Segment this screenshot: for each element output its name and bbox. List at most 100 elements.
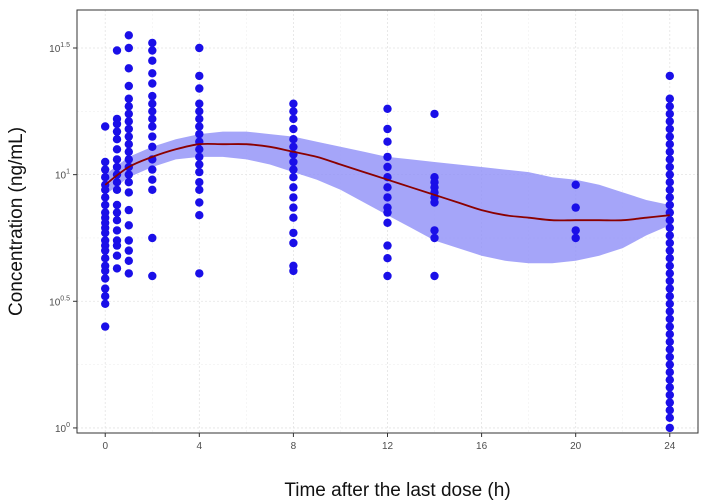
data-point: [101, 292, 110, 301]
mean-line: [104, 142, 670, 222]
data-point: [124, 188, 133, 197]
data-point: [571, 180, 580, 189]
data-point: [665, 231, 674, 240]
data-point: [148, 142, 157, 151]
data-point: [665, 238, 674, 248]
data-point: [430, 198, 439, 207]
data-point: [383, 218, 392, 227]
data-point: [112, 200, 122, 210]
data-point: [383, 183, 392, 192]
y-tick-label: 100.5: [49, 295, 70, 308]
data-point: [101, 185, 110, 194]
data-point: [665, 71, 674, 81]
data-point: [148, 99, 157, 108]
data-point: [665, 299, 674, 308]
data-point: [148, 233, 157, 243]
data-point: [383, 241, 392, 250]
data-point: [665, 345, 674, 354]
data-point: [195, 107, 204, 116]
y-tick-label: 101.5: [49, 42, 70, 55]
data-point: [289, 142, 298, 151]
data-point: [383, 254, 392, 263]
data-point: [665, 284, 674, 293]
data-point: [665, 117, 674, 126]
data-point: [195, 43, 204, 53]
data-point: [124, 102, 133, 111]
data-point: [101, 274, 110, 283]
data-point: [665, 102, 674, 111]
data-point: [383, 137, 392, 146]
data-point: [112, 226, 122, 235]
data-point: [383, 104, 392, 114]
data-point: [665, 124, 674, 134]
data-point: [195, 145, 204, 154]
data-point: [101, 246, 110, 255]
data-point: [124, 109, 133, 119]
data-point: [124, 43, 133, 53]
data-point: [148, 132, 157, 141]
data-point: [289, 114, 298, 124]
data-point: [665, 337, 674, 346]
data-point: [289, 165, 298, 174]
data-point: [148, 122, 157, 131]
data-point: [148, 114, 157, 124]
data-point: [101, 165, 110, 174]
x-tick-label: 8: [291, 441, 297, 452]
data-point: [101, 157, 110, 167]
y-tick-label: 101: [55, 169, 70, 182]
data-point: [665, 162, 674, 172]
data-point: [383, 152, 392, 162]
data-point: [101, 284, 110, 293]
data-point: [289, 99, 298, 108]
data-point: [101, 200, 110, 210]
data-point: [195, 114, 204, 124]
data-point: [665, 368, 674, 377]
y-tick-label: 100: [55, 422, 70, 435]
data-point: [148, 91, 157, 101]
data-point: [289, 135, 298, 144]
data-point: [195, 99, 204, 108]
x-tick-label: 24: [664, 441, 676, 452]
data-point: [665, 360, 674, 369]
data-point: [665, 276, 674, 286]
data-point: [195, 129, 204, 139]
data-point: [383, 271, 392, 281]
data-point: [430, 226, 439, 235]
data-point: [124, 246, 133, 255]
data-point: [665, 413, 674, 422]
data-point: [195, 178, 204, 187]
data-point: [112, 46, 122, 55]
data-point: [112, 178, 122, 187]
data-point: [124, 256, 133, 265]
data-point: [124, 178, 133, 187]
data-point: [383, 124, 392, 134]
data-point: [148, 69, 157, 78]
data-point: [665, 269, 674, 278]
mean-line-layer: [104, 142, 670, 222]
data-point: [101, 299, 110, 308]
data-point: [289, 238, 298, 248]
data-point: [665, 423, 674, 433]
data-point: [195, 152, 204, 162]
data-point: [101, 254, 110, 263]
data-point: [289, 193, 298, 202]
data-point: [124, 205, 133, 215]
data-point: [195, 167, 204, 177]
data-point: [383, 208, 392, 217]
data-point: [112, 135, 122, 144]
x-tick-label: 0: [102, 441, 108, 452]
data-point: [195, 160, 204, 169]
data-point: [665, 254, 674, 263]
data-point: [148, 185, 157, 194]
data-point: [665, 314, 674, 324]
data-point: [195, 211, 204, 220]
data-point: [101, 228, 110, 238]
data-point: [124, 140, 133, 149]
data-point: [148, 271, 157, 281]
data-point: [571, 233, 580, 243]
data-point: [665, 307, 674, 316]
data-point: [195, 185, 204, 194]
data-point: [665, 246, 674, 255]
data-point: [124, 81, 133, 91]
